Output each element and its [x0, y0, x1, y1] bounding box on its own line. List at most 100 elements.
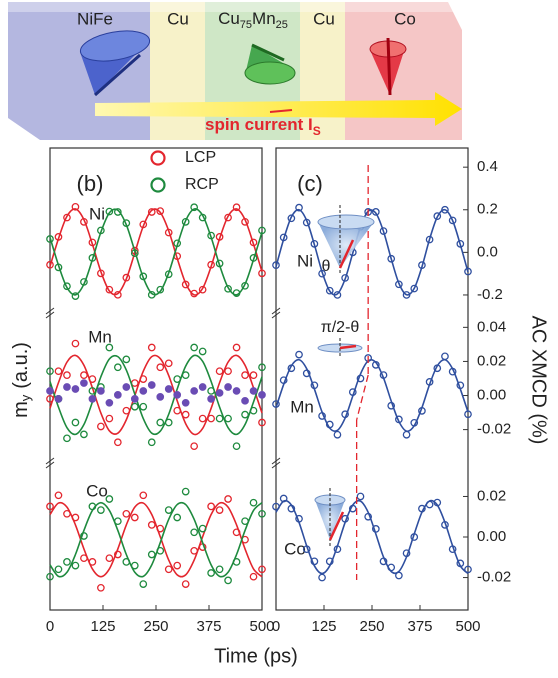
y2-tick-label: 0.00	[477, 528, 506, 545]
data-point	[333, 291, 342, 299]
data-point	[456, 239, 465, 248]
data-point	[198, 383, 207, 391]
data-point	[207, 414, 215, 423]
data-point	[441, 205, 449, 214]
data-point	[249, 498, 258, 507]
data-point	[173, 561, 182, 570]
subplot-label: Co	[284, 539, 306, 558]
data-point	[410, 418, 419, 427]
data-point	[207, 260, 215, 269]
data-point	[80, 532, 88, 540]
data-point	[46, 367, 54, 376]
data-point	[156, 524, 165, 533]
data-point	[371, 208, 380, 216]
data-point	[287, 364, 296, 373]
data-point	[173, 513, 182, 522]
legend-marker	[150, 177, 166, 193]
data-point	[215, 233, 224, 241]
data-point	[54, 565, 63, 574]
data-point	[71, 339, 80, 348]
data-point	[448, 545, 457, 554]
data-point	[224, 284, 232, 293]
data-point	[122, 406, 131, 415]
data-point	[207, 569, 215, 577]
data-point	[198, 213, 207, 222]
data-point	[105, 554, 114, 563]
data-point	[88, 502, 97, 511]
data-point	[241, 410, 249, 419]
data-point	[232, 289, 241, 297]
data-point	[97, 226, 105, 235]
data-point	[387, 254, 396, 263]
data-point	[310, 557, 319, 566]
axis-breaks	[45, 307, 281, 469]
data-point	[46, 572, 54, 581]
data-point	[279, 233, 288, 242]
data-point	[80, 379, 88, 387]
x-tick-label: 0	[46, 618, 54, 635]
data-point	[46, 235, 54, 243]
data-point	[448, 367, 457, 376]
data-point	[164, 270, 173, 279]
data-point	[63, 383, 71, 391]
data-point	[156, 285, 165, 294]
data-point	[139, 375, 148, 383]
data-point	[364, 512, 373, 521]
y2-tick-label: 0.02	[477, 352, 506, 369]
data-point	[80, 278, 88, 286]
data-point	[207, 502, 215, 511]
plots: (b) 0 125 250 375 500 Ni Mn Co LCP RCP (c) 0 125 250 37…	[46, 147, 511, 635]
fit-curve	[49, 501, 263, 578]
data-point	[181, 398, 190, 407]
data-point	[122, 355, 131, 364]
data-point	[80, 217, 88, 226]
data-point	[433, 364, 442, 373]
data-point	[164, 228, 173, 237]
data-point	[287, 504, 296, 513]
insets: θ π/2-θ	[314, 205, 375, 548]
data-point	[190, 546, 199, 555]
data-point	[241, 371, 249, 380]
data-point	[71, 418, 80, 427]
data-point	[105, 414, 114, 423]
data-point	[156, 207, 165, 215]
data-point	[215, 389, 224, 397]
x-tick-label: 125	[90, 618, 115, 635]
guide-connector	[356, 374, 369, 421]
data-point	[207, 394, 215, 403]
data-point	[379, 371, 388, 379]
data-point	[295, 350, 303, 359]
data-point	[224, 383, 232, 391]
data-point	[113, 391, 122, 399]
data-point	[54, 263, 63, 272]
x-axis-label: Time (ps)	[214, 645, 298, 667]
y-axis-label-sub: y	[18, 394, 33, 401]
data-point	[198, 524, 207, 533]
data-point	[156, 363, 165, 372]
data-point	[310, 239, 319, 248]
data-point	[418, 261, 426, 269]
data-point	[164, 385, 173, 393]
data-point	[379, 227, 388, 235]
fit-curve	[49, 501, 263, 578]
y2-tick-label: 0.0	[477, 243, 498, 260]
y2-tick-label: 0.04	[477, 318, 506, 335]
data-point	[63, 213, 71, 222]
subplot-label: Mn	[290, 397, 314, 416]
data-point	[122, 509, 131, 518]
data-point	[63, 558, 71, 566]
data-point	[105, 207, 114, 216]
spin-current-arrow	[95, 92, 462, 126]
data-point	[113, 208, 122, 216]
current-label-sub: S	[313, 124, 321, 138]
layer-label-sub: 75	[240, 19, 252, 31]
panel-label: (b)	[77, 171, 104, 196]
data-point	[181, 371, 190, 380]
data-point	[232, 343, 241, 352]
current-label-text: spin current I	[205, 115, 313, 134]
data-point	[173, 375, 182, 383]
current-symbol-arrow	[269, 109, 293, 113]
data-point	[139, 402, 148, 411]
data-point	[464, 565, 472, 574]
